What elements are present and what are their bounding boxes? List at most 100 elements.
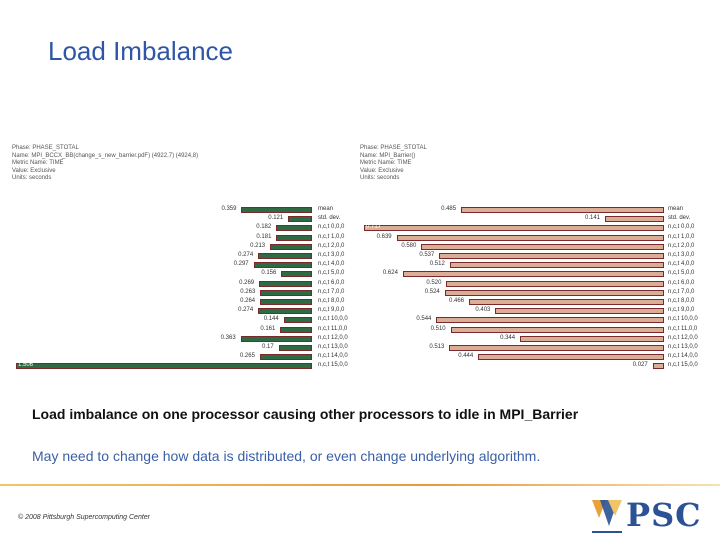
left-bar-value-2: 0.182 [256,224,272,231]
left-bar-12 [283,317,312,324]
right-bar-13 [450,326,664,333]
right-row-label-0: mean [668,206,684,212]
left-bar-2 [276,225,312,232]
right-bar-11 [495,308,664,315]
psc-logo-icon [592,500,622,533]
left-row-label-9: n,c,t 7,0,0 [318,288,345,295]
left-row-label-1: std. dev. [318,215,341,222]
left-meta-line: Metric Name: TIME [12,160,64,167]
right-panel-meta: Phase: PHASE_STOTAL Name: MPI_Barrier() … [360,145,710,183]
right-row-label-6: n,c,t 4,0,0 [668,261,695,268]
right-bar-17 [652,363,664,370]
left-bar-14 [240,335,312,342]
right-bar-value-10: 0.466 [449,298,465,304]
left-bar-value-3: 0.181 [256,233,272,240]
right-bar-value-0: 0.485 [441,206,457,212]
right-meta-line: Value: Exclusive [360,167,404,174]
right-bar-value-3: 0.639 [376,233,392,240]
right-meta-line: Phase: PHASE_STOTAL [360,145,427,151]
left-bar-value-9: 0.263 [240,288,256,295]
right-bar-5 [439,253,664,259]
right-bar-value-5: 0.537 [419,252,435,258]
left-bar-3 [276,234,312,241]
slide-caption: Load imbalance on one processor causing … [32,406,579,422]
right-bar-3 [396,234,664,241]
right-bar-value-15: 0.513 [429,344,445,350]
left-bar-10 [260,299,312,305]
left-bar-4 [270,243,312,250]
psc-logo: PSC [590,496,706,536]
left-bar-17 [16,363,312,370]
footer-divider [0,484,720,486]
right-bar-value-1: 0.141 [585,215,601,222]
left-bar-16 [259,354,312,361]
right-bar-6 [449,262,664,269]
right-bar-9 [444,289,664,296]
left-bar-5 [258,253,312,259]
left-row-label-16: n,c,t 14,0,0 [318,353,348,360]
left-row-label-0: mean [318,206,334,212]
right-bar-15 [449,345,664,351]
left-bar-value-16: 0.265 [239,353,255,360]
right-row-label-3: n,c,t 1,0,0 [668,233,695,240]
left-bar-chart: 0.359 mean 0.121 std. dev. 0.182 n,c,t 0,0,0 0… [12,206,357,370]
right-bar-4 [421,243,664,250]
slide-title: Load Imbalance [48,36,234,66]
right-bar-16 [478,354,664,361]
right-row-label-11: n,c,t 9,0,0 [668,307,695,314]
right-row-label-8: n,c,t 6,0,0 [668,279,695,286]
left-row-label-17: n,c,t 15,0,0 [318,362,348,369]
left-row-label-14: n,c,t 12,0,0 [318,334,348,341]
right-bar-1 [605,216,664,223]
left-bar-value-1: 0.121 [268,215,284,222]
right-bar-value-13: 0.510 [430,325,446,332]
left-bar-value-15: 0.17 [261,344,274,350]
right-bar-value-14: 0.344 [500,334,516,341]
right-bar-10 [469,299,664,305]
left-row-label-10: n,c,t 8,0,0 [318,298,345,304]
left-row-label-13: n,c,t 11,0,0 [318,325,348,332]
left-bar-13 [280,326,312,333]
left-row-label-8: n,c,t 6,0,0 [318,279,345,286]
left-row-label-5: n,c,t 3,0,0 [318,252,345,258]
left-bar-value-7: 0.156 [261,270,277,277]
left-row-label-3: n,c,t 1,0,0 [318,233,345,240]
right-bar-value-6: 0.512 [429,261,445,268]
left-meta-line: Phase: PHASE_STOTAL [12,145,79,151]
right-bar-8 [446,280,664,287]
left-bar-value-17: 1.506 [18,362,34,369]
left-row-label-4: n,c,t 2,0,0 [318,242,345,249]
right-bar-value-2: 0.717 [366,224,382,231]
left-bar-value-13: 0.161 [260,325,276,332]
left-row-label-6: n,c,t 4,0,0 [318,261,345,268]
right-row-label-14: n,c,t 12,0,0 [668,334,698,341]
left-bar-value-0: 0.359 [221,206,237,212]
left-bar-value-4: 0.213 [250,242,266,249]
slide-subcaption: May need to change how data is distribut… [32,448,541,464]
right-row-label-7: n,c,t 5,0,0 [668,270,695,277]
right-row-label-13: n,c,t 11,0,0 [668,325,698,332]
left-bar-value-5: 0.274 [238,252,254,258]
left-row-label-7: n,c,t 5,0,0 [318,270,345,277]
right-bar-chart: 0.485 mean 0.141 std. dev. 0.717 n,c,t 0,0,0 0… [360,206,710,370]
right-bar-value-9: 0.524 [424,288,440,295]
right-row-label-4: n,c,t 2,0,0 [668,242,695,249]
right-row-label-10: n,c,t 8,0,0 [668,298,695,304]
left-bar-value-8: 0.269 [239,279,255,286]
copyright-notice: © 2008 Pittsburgh Supercomputing Center [18,514,151,521]
right-bar-value-12: 0.544 [416,316,432,323]
left-row-label-11: n,c,t 9,0,0 [318,307,345,314]
left-bar-15 [278,345,312,351]
left-bar-9 [260,289,312,296]
right-bar-value-17: 0.027 [632,362,648,369]
psc-logo-text: PSC [626,496,702,534]
left-meta-line: Value: Exclusive [12,167,56,174]
left-bar-value-10: 0.264 [240,298,256,304]
left-bar-6 [253,262,312,269]
right-row-label-2: n,c,t 0,0,0 [668,224,695,231]
right-bar-value-7: 0.624 [382,270,398,277]
right-row-label-16: n,c,t 14,0,0 [668,353,698,360]
right-meta-line: Units: seconds [360,175,400,182]
left-bar-value-6: 0.297 [233,261,249,268]
left-row-label-2: n,c,t 0,0,0 [318,224,345,231]
